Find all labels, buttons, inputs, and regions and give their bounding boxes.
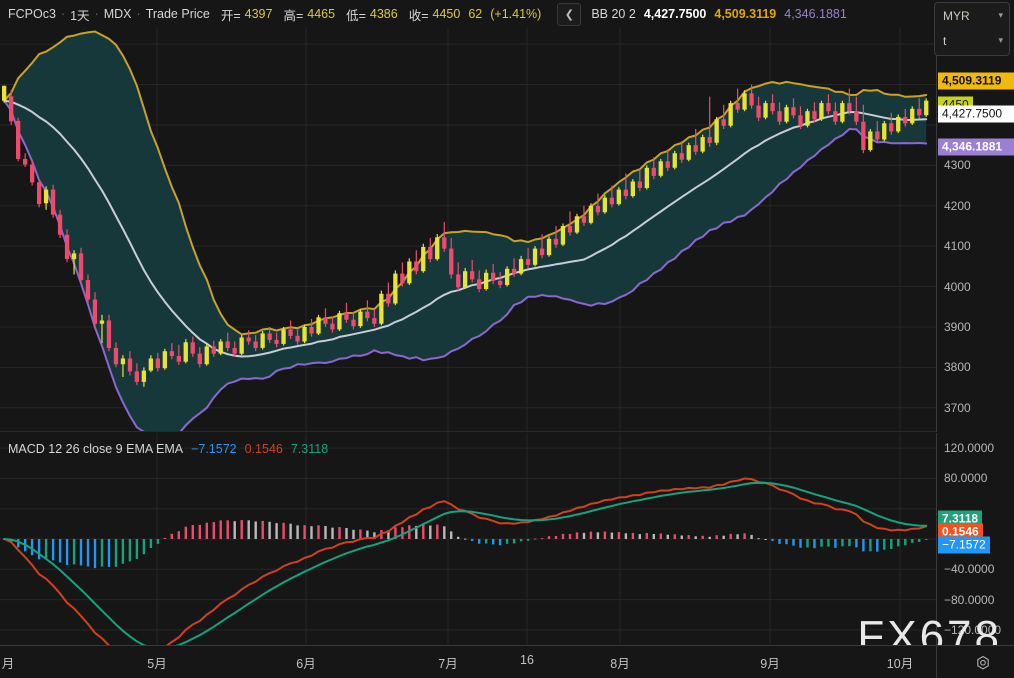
price-tick-4100: 4100 bbox=[944, 239, 971, 254]
interval-label[interactable]: 1天 bbox=[70, 8, 90, 23]
macd-tick--120: −120.0000 bbox=[944, 622, 1002, 637]
bb-upper-value: 4,509.3119 bbox=[714, 7, 777, 21]
ohlc-high: 高= 4465 bbox=[283, 5, 335, 24]
chart-legend-bar: FCPOc3 · 1天 · MDX · Trade Price 开= 4397 高… bbox=[0, 0, 1014, 28]
bb-basis-value: 4,427.7500 bbox=[643, 7, 707, 21]
high-label: 高= bbox=[283, 8, 304, 23]
time-label-0: 月 bbox=[1, 657, 15, 671]
macd-chart-canvas bbox=[0, 433, 936, 645]
price-chart-pane[interactable] bbox=[0, 28, 936, 432]
ohlc-close: 收= 4450 bbox=[409, 5, 461, 24]
settings-gear-icon[interactable] bbox=[974, 654, 992, 672]
chevron-left-icon[interactable]: ❮ bbox=[557, 2, 582, 26]
time-axis[interactable]: 月 5月 6月 7月 16 8月 9月 10月 bbox=[0, 645, 1014, 678]
change-absolute: 62 bbox=[468, 7, 483, 21]
bollinger-bands-legend[interactable]: BB 20 2 4,427.7500 4,509.3119 4,346.1881 bbox=[591, 7, 846, 21]
open-label: 开= bbox=[220, 8, 241, 23]
macd-legend[interactable]: MACD 12 26 close 9 EMA EMA −7.1572 0.154… bbox=[8, 442, 328, 456]
chevron-down-icon: ▾ bbox=[998, 10, 1003, 20]
macd-chart-pane[interactable] bbox=[0, 433, 936, 645]
legend-separator-3: · bbox=[136, 7, 141, 21]
close-value: 4450 bbox=[432, 7, 461, 21]
macd-line-value: −7.1572 bbox=[191, 442, 237, 456]
time-label-1: 5月 bbox=[147, 657, 167, 671]
price-tick-4300: 4300 bbox=[944, 158, 971, 173]
ohlc-open: 开= 4397 bbox=[221, 5, 273, 24]
unit-dropdown[interactable]: t ▾ bbox=[935, 28, 1009, 53]
symbol-legend[interactable]: FCPOc3 · 1天 · MDX · Trade Price 开= 4397 高… bbox=[0, 5, 541, 24]
macd-signal-value: 7.3118 bbox=[290, 442, 329, 456]
time-label-3: 7月 bbox=[438, 657, 458, 671]
price-chart-canvas bbox=[0, 28, 936, 432]
time-label-2: 6月 bbox=[296, 657, 316, 671]
bb-basis-price-tag[interactable]: 4,427.7500 bbox=[938, 105, 1014, 123]
macd-tick--40: −40.0000 bbox=[944, 562, 995, 577]
price-tick-3800: 3800 bbox=[944, 360, 971, 375]
ohlc-low: 低= 4386 bbox=[346, 5, 398, 24]
time-label-6: 9月 bbox=[760, 657, 780, 671]
macd-line-tag[interactable]: −7.1572 bbox=[938, 536, 990, 554]
bb-upper-price-tag[interactable]: 4,509.3119 bbox=[938, 72, 1014, 90]
macd-indicator-name[interactable]: MACD 12 26 close 9 EMA EMA bbox=[8, 442, 184, 456]
high-value: 4465 bbox=[307, 7, 336, 21]
legend-separator-1: · bbox=[60, 7, 66, 21]
macd-tick--80: −80.0000 bbox=[944, 592, 995, 607]
price-tick-3900: 3900 bbox=[944, 319, 971, 334]
axis-separator bbox=[936, 646, 937, 678]
macd-tick-120: 120.0000 bbox=[944, 441, 995, 456]
currency-value: MYR bbox=[943, 8, 970, 23]
low-value: 4386 bbox=[369, 7, 398, 21]
unit-value: t bbox=[943, 33, 947, 48]
price-tick-4200: 4200 bbox=[944, 198, 971, 213]
low-label: 低= bbox=[346, 8, 366, 23]
symbol-name[interactable]: FCPOc3 bbox=[8, 7, 56, 21]
macd-histogram-value: 0.1546 bbox=[244, 442, 283, 456]
price-tick-4000: 4000 bbox=[944, 279, 971, 294]
close-label: 收= bbox=[408, 8, 429, 23]
bb-indicator-name[interactable]: BB 20 2 bbox=[591, 7, 636, 21]
bb-lower-value: 4,346.1881 bbox=[784, 7, 847, 21]
macd-histogram-tag[interactable]: 0.1546 bbox=[938, 523, 983, 541]
exchange-label: MDX bbox=[103, 7, 132, 21]
pane-divider[interactable] bbox=[0, 431, 936, 432]
macd-signal-tag[interactable]: 7.3118 bbox=[938, 510, 983, 528]
macd-tick-80: 80.0000 bbox=[944, 471, 988, 486]
open-value: 4397 bbox=[244, 7, 273, 21]
chevron-down-icon: ▾ bbox=[998, 35, 1003, 45]
price-tick-3700: 3700 bbox=[944, 400, 971, 415]
macd-axis-scale[interactable]: 120.0000 80.0000 −40.0000 −80.0000 −120.0000… bbox=[936, 433, 1014, 645]
units-dropdown-group: MYR ▾ t ▾ bbox=[934, 2, 1010, 56]
legend-separator-2: · bbox=[94, 7, 99, 21]
time-label-4: 16 bbox=[520, 653, 534, 667]
price-axis-scale[interactable]: 460043004200410040003900380037004,509.31… bbox=[936, 28, 1014, 432]
change-percent: (+1.41%) bbox=[490, 7, 542, 21]
time-label-5: 8月 bbox=[610, 657, 630, 671]
price-source-label: Trade Price bbox=[145, 7, 210, 21]
bb-lower-price-tag[interactable]: 4,346.1881 bbox=[938, 138, 1014, 156]
currency-dropdown[interactable]: MYR ▾ bbox=[935, 3, 1009, 28]
time-label-7: 10月 bbox=[886, 657, 914, 671]
